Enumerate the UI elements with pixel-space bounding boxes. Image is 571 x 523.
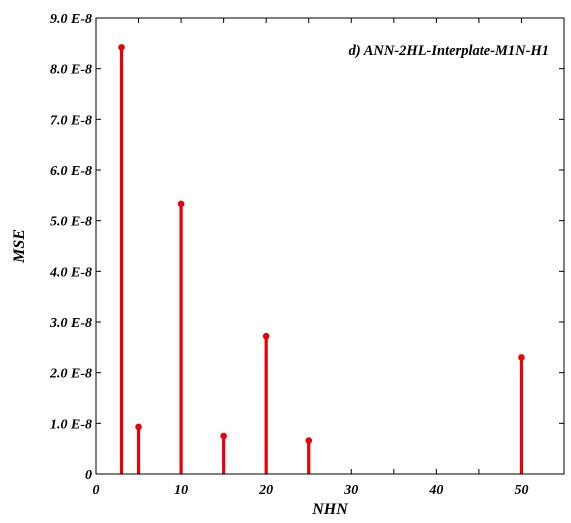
y-tick-label: 0 — [85, 468, 92, 483]
x-tick-label: 0 — [93, 483, 100, 498]
stem-marker — [262, 332, 270, 340]
stem-marker — [518, 354, 525, 361]
stem-marker — [177, 200, 185, 208]
x-tick-label: 40 — [428, 483, 443, 498]
stem-marker — [135, 423, 142, 431]
x-tick-label: 50 — [514, 483, 528, 498]
stems-layer — [118, 44, 525, 474]
x-tick-label: 20 — [258, 483, 273, 498]
stem-marker — [118, 44, 125, 51]
y-tick-label: 4.0 E-8 — [49, 265, 92, 280]
y-tick-label: 8.0 E-8 — [50, 63, 92, 78]
y-tick-label: 1.0 E-8 — [50, 417, 92, 432]
chart-title: d) ANN-2HL-Interplate-M1N-H1 — [349, 43, 549, 59]
y-tick-label: 9.0 E-8 — [50, 12, 92, 27]
x-tick-label: 30 — [343, 483, 358, 498]
ticks-layer: 0 10 20 30 40 50 0 1.0 E-8 2.0 E-8 3.0 E-8 4.0 E-8… — [49, 12, 564, 498]
stem-marker — [220, 432, 227, 440]
y-tick-label: 5.0 E-8 — [50, 215, 92, 230]
x-axis-title: NHN — [311, 501, 349, 518]
y-tick-label: 2.0 E-8 — [49, 367, 92, 382]
y-tick-label: 3.0 E-8 — [49, 316, 92, 331]
plot-frame — [95, 17, 565, 475]
x-tick-label: 10 — [174, 483, 188, 498]
stem-marker — [305, 437, 313, 444]
y-tick-label: 7.0 E-8 — [50, 113, 92, 128]
y-tick-label: 6.0 E-8 — [50, 164, 92, 179]
y-axis-title: MSE — [11, 229, 28, 264]
